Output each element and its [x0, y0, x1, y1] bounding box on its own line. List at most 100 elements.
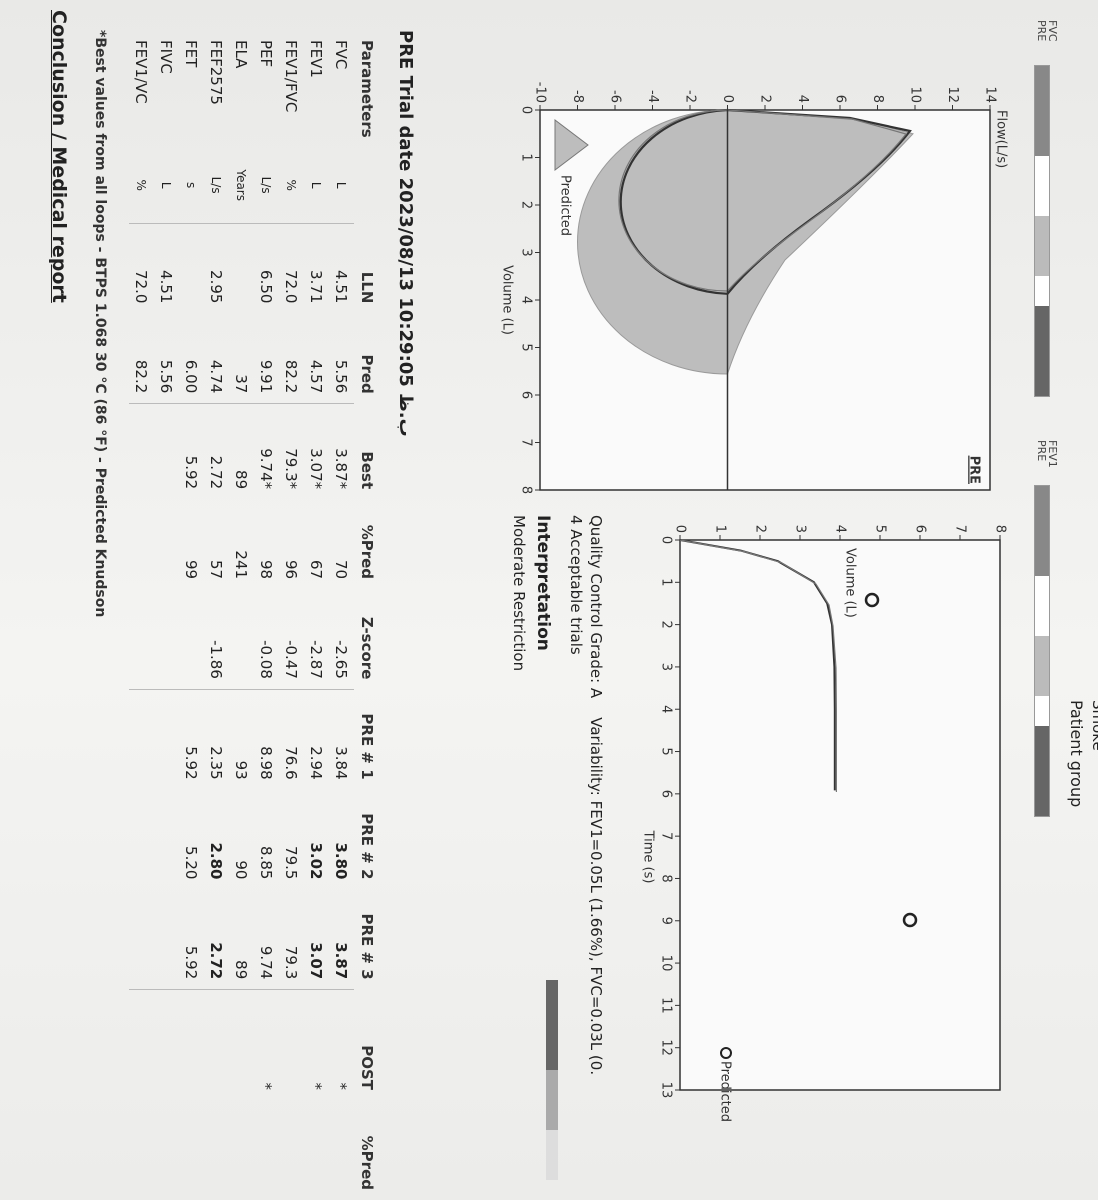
y-tick-label: 3	[793, 525, 808, 533]
result-cell	[154, 889, 179, 989]
results-title: PRE Trial date 2023/08/13 10:29:05 ب.ظ	[395, 30, 416, 437]
predicted-marker	[864, 592, 880, 608]
x-tick-label: 13	[659, 1082, 674, 1099]
result-cell: 5.92	[179, 689, 204, 790]
y-tick-label: 10	[908, 86, 923, 103]
result-cell: 3.80	[332, 842, 351, 880]
result-cell: 2.72	[204, 403, 229, 500]
smoke-label: Smoke	[1089, 700, 1098, 751]
result-cell	[154, 403, 179, 500]
result-cell	[129, 403, 154, 500]
result-cell	[179, 989, 204, 1101]
x-tick-label: 12	[659, 1039, 674, 1056]
result-cell: 9.91	[257, 359, 276, 394]
result-cell: 70	[332, 559, 351, 580]
result-cell: 8.98	[254, 689, 279, 790]
x-tick-label: 4	[519, 296, 534, 304]
result-cell: 3.07*	[304, 403, 329, 500]
legend-marker	[720, 1047, 732, 1059]
result-cell: 72.0	[129, 223, 154, 314]
result-cell: 89	[232, 960, 251, 980]
result-cell	[129, 689, 154, 790]
quality-grade: Quality Control Grade: A	[587, 515, 605, 699]
column-header: PRE # 1	[358, 713, 376, 780]
result-cell: 3.87	[332, 942, 351, 980]
plot-frame	[679, 539, 1001, 1091]
x-axis-label: Volume (L)	[500, 265, 515, 335]
result-cell	[329, 1100, 354, 1200]
x-tick-label: 4	[659, 705, 674, 713]
result-cell	[154, 499, 179, 589]
interpretation-result: Moderate Restriction	[510, 515, 528, 672]
indicator-segment	[1035, 636, 1049, 696]
result-cell: 5.92	[182, 945, 201, 980]
volume-time-chart: Predicted Volume (L) Time (s) 0123456789…	[641, 525, 1008, 1122]
column-header	[354, 148, 380, 223]
result-cell: 6.00	[182, 359, 201, 394]
x-tick-label: 8	[519, 486, 534, 494]
result-cell: FVC	[332, 40, 351, 70]
result-cell	[254, 1100, 279, 1200]
x-tick-label: 10	[659, 955, 674, 972]
x-tick-label: 2	[519, 201, 534, 209]
result-cell	[279, 1100, 304, 1200]
header-row: Parameters LLN Pred Best %Pred Z-score PRE # 1…	[354, 30, 380, 1200]
result-cell: 98	[257, 559, 276, 580]
y-tick-label: 7	[953, 525, 968, 533]
table-head: Parameters LLN Pred Best %Pred Z-score PRE # 1…	[354, 30, 380, 1200]
column-header: LLN	[358, 271, 376, 304]
result-row: FEV1/FVC% 72.0 82.2 79.3* 96 -0.47 76.6 79.5 79.…	[279, 30, 304, 1200]
volume-curve-trial	[679, 539, 837, 792]
result-cell: 4.57	[307, 359, 326, 394]
indicator-segment	[1035, 486, 1049, 576]
column-header: PRE # 3	[358, 913, 376, 980]
y-tick-label: 0	[720, 95, 735, 103]
result-cell: 4.51	[329, 223, 354, 314]
y-axis-label: Flow(L/s)	[994, 110, 1009, 168]
indicator-strip: FVC PRE FEV1 PRE	[1028, 0, 1059, 1200]
indicator-bar	[1034, 65, 1050, 397]
y-tick-label: 6	[833, 95, 848, 103]
result-cell: 2.72	[207, 942, 226, 980]
result-cell: %	[134, 179, 149, 191]
result-cell: 96	[282, 559, 301, 580]
result-cell	[229, 589, 254, 689]
column-header: POST	[358, 1045, 376, 1091]
column-header: Z-score	[358, 616, 376, 680]
result-cell: 3.87*	[329, 403, 354, 500]
y-tick-label: -8	[570, 90, 585, 103]
indicator-segment	[1035, 306, 1049, 396]
result-cell: 2.35	[204, 689, 229, 790]
x-tick-label: 9	[659, 917, 674, 925]
result-cell: *	[304, 989, 329, 1101]
predicted-loop	[577, 109, 914, 375]
y-tick-label: 4	[833, 525, 848, 533]
result-cell: FEV1/VC	[132, 40, 151, 104]
legend-label: Predicted	[718, 1061, 733, 1122]
result-cell	[229, 989, 254, 1101]
result-cell: 57	[207, 559, 226, 580]
result-cell: FEV1/FVC	[282, 40, 301, 113]
result-cell: FIVC	[157, 40, 176, 74]
result-cell: *	[254, 989, 279, 1101]
indicator-segment	[1035, 66, 1049, 156]
result-cell	[129, 889, 154, 989]
result-cell: 2.94	[304, 689, 329, 790]
y-tick-label: 1	[713, 525, 728, 533]
x-tick-label: 3	[659, 663, 674, 671]
result-cell: 82.2	[282, 359, 301, 394]
legend-label: Predicted	[558, 175, 573, 236]
result-cell	[279, 989, 304, 1101]
patient-group-label: Patient group	[1067, 700, 1086, 808]
result-cell: -1.86	[207, 640, 226, 679]
result-cell: 79.3	[282, 945, 301, 980]
column-header: PRE # 2	[358, 813, 376, 880]
y-tick-label: -10	[533, 82, 548, 103]
result-cell: *	[329, 989, 354, 1101]
result-cell: FEV1	[307, 40, 326, 78]
result-cell: %	[284, 179, 299, 191]
y-tick-label: 2	[758, 95, 773, 103]
x-tick-label: 1	[659, 578, 674, 586]
